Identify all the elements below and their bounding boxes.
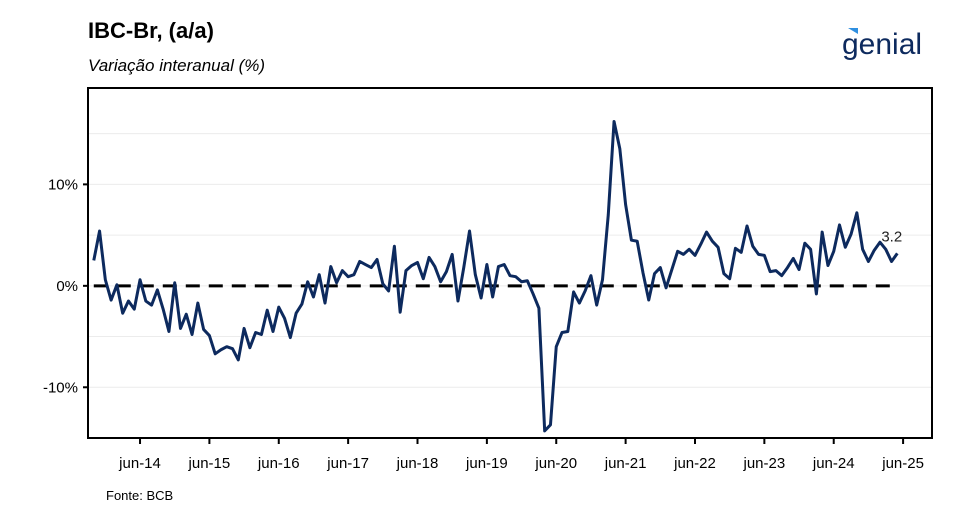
x-axis: jun-14 jun-15 jun-16 jun-17 jun-18 jun-19 jun-… (118, 438, 924, 472)
x-tick-label: jun-24 (812, 455, 855, 472)
x-tick-label: jun-21 (604, 455, 647, 472)
last-value-label: 3.2 (881, 228, 902, 245)
logo-text: genial (842, 28, 922, 61)
x-tick-label: jun-25 (881, 455, 924, 472)
y-tick-label: -10% (43, 379, 78, 396)
y-axis: 10% 0% -10% (43, 176, 88, 396)
series-line-ibc-br (92, 119, 899, 433)
x-tick-label: jun-16 (257, 455, 300, 472)
x-tick-label: jun-17 (326, 455, 369, 472)
y-tick-label: 0% (56, 278, 78, 295)
gridlines (88, 133, 932, 388)
x-tick-label: jun-22 (673, 455, 716, 472)
y-tick-label: 10% (48, 176, 78, 193)
x-tick-label: jun-15 (188, 455, 231, 472)
x-tick-label: jun-20 (534, 455, 577, 472)
chart-subtitle: Variação interanual (%) (88, 56, 266, 75)
genial-logo: genial (842, 28, 934, 75)
chart-title: IBC-Br, (a/a) (88, 18, 214, 43)
x-tick-label: jun-18 (396, 455, 439, 472)
x-tick-label: jun-19 (465, 455, 508, 472)
logo-accent-mark (848, 28, 858, 34)
plot-frame (87, 87, 933, 439)
logo-graphic: genial (842, 28, 922, 61)
source-note: Fonte: BCB (106, 488, 174, 503)
x-tick-label: jun-14 (118, 455, 161, 472)
x-tick-label: jun-23 (743, 455, 786, 472)
